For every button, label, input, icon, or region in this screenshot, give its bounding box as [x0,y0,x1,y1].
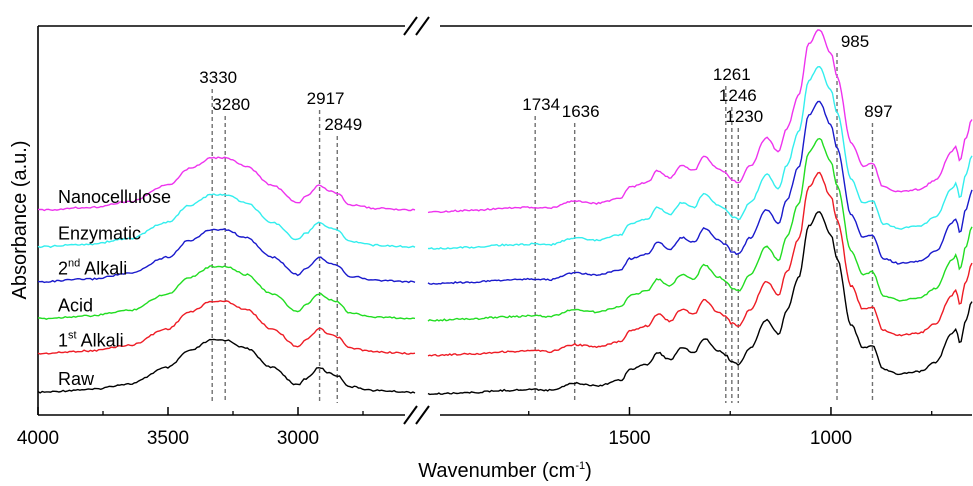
x-tick-label: 1000 [810,428,852,449]
peak-label: 3280 [212,95,250,114]
peak-label: 985 [841,32,869,51]
series-line-fingerprint-region [427,29,973,214]
peak-label: 2917 [307,89,345,108]
x-axis-ticks [37,407,933,415]
peak-marker-lines [211,53,874,403]
x-tick-label: 3000 [277,428,319,449]
peak-label: 2849 [324,115,362,134]
x-axis-title: Wavenumber (cm-1) [418,460,592,482]
chart-labels: 4000 3500 3000 1500 1000 Wavenumber (cm-1) Abs… [9,32,893,482]
series-label: Nanocellulose [58,187,171,207]
peak-label: 1734 [522,95,560,114]
axis-break-mark [403,16,418,36]
series-line-fingerprint-region [427,100,973,285]
plot-frame [37,25,972,416]
peak-label: 1636 [562,102,600,121]
x-tick-label: 3500 [147,428,189,449]
series-line-fingerprint-region [427,65,973,250]
series-line-high-region [37,300,416,355]
peak-label: 1246 [719,86,757,105]
series-line-fingerprint-region [427,211,973,396]
peak-label: 1261 [713,65,751,84]
peak-label: 3330 [199,68,237,87]
series-line-high-region [37,264,416,320]
peak-label: 1230 [725,107,763,126]
series-line-high-region [37,338,416,394]
series-line-fingerprint-region [427,137,973,322]
series-label: 1st Alkali [58,329,124,350]
series-label: Enzymatic [58,224,141,244]
axis-break-mark [415,405,430,425]
series-line-high-region [37,228,416,284]
axis-break-mark [415,16,430,36]
series-line-high-region [37,193,416,249]
x-tick-label: 1500 [608,428,650,449]
series-line-fingerprint-region [427,171,973,357]
axis-break-marks [403,16,430,425]
axis-break-mark [403,405,418,425]
x-tick-label: 4000 [17,428,59,449]
series-line-high-region [37,156,416,212]
series-label: Raw [58,369,95,389]
series-label: Acid [58,295,93,315]
series-label: 2nd Alkali [58,258,127,279]
series-lines [37,29,973,396]
peak-label: 897 [864,102,892,121]
y-axis-title: Absorbance (a.u.) [9,141,31,300]
